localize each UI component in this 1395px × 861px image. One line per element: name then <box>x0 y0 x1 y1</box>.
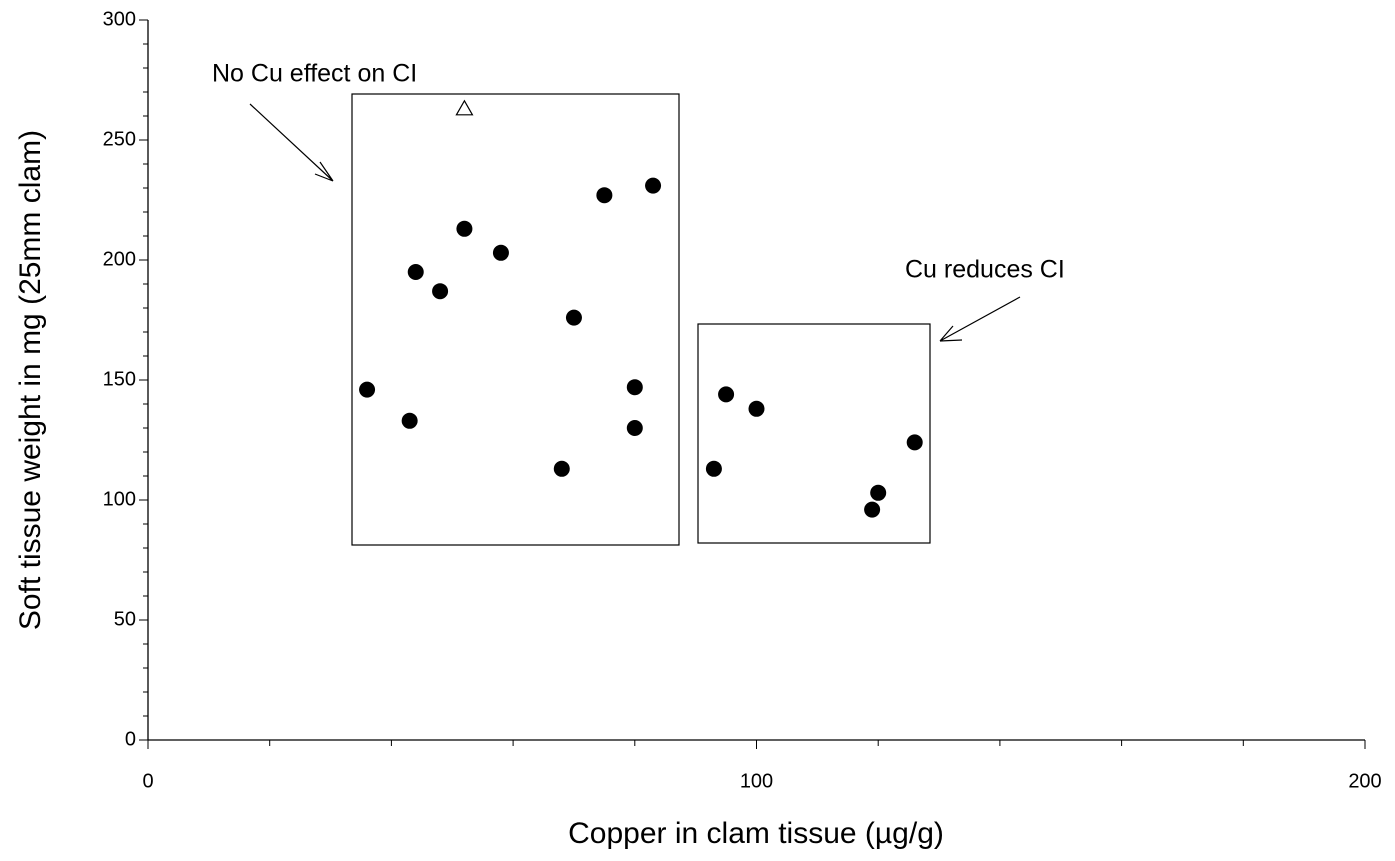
y-tick-label: 50 <box>114 608 136 630</box>
point <box>870 484 887 501</box>
x-tick-label: 0 <box>142 770 153 792</box>
y-axis-title: Soft tissue weight in mg (25mm clam) <box>14 130 47 630</box>
annotation: Cu reduces CI <box>905 256 1065 284</box>
x-tick-label: 100 <box>740 770 773 792</box>
point <box>359 381 376 398</box>
y-tick-label: 100 <box>103 488 136 510</box>
point <box>456 220 473 237</box>
point <box>492 244 509 261</box>
arrow <box>939 296 1021 342</box>
point <box>645 177 662 194</box>
group-box <box>697 323 931 544</box>
y-tick-label: 300 <box>103 8 136 30</box>
point <box>596 187 613 204</box>
annotation-shapes <box>249 93 1021 546</box>
point <box>864 501 881 518</box>
point <box>407 264 424 280</box>
point <box>626 420 643 436</box>
point <box>626 379 643 396</box>
y-tick-label: 200 <box>103 248 136 270</box>
point <box>432 283 449 300</box>
point <box>718 386 735 403</box>
y-tick-label: 150 <box>103 368 136 390</box>
point <box>906 434 923 451</box>
x-tick-label: 200 <box>1348 770 1381 792</box>
arrow <box>249 103 334 182</box>
point <box>705 460 722 477</box>
y-tick-label: 0 <box>125 728 136 750</box>
point <box>748 400 765 417</box>
annotation: No Cu effect on CI <box>212 60 417 88</box>
point <box>565 309 582 326</box>
point <box>553 460 570 477</box>
y-tick-label: 250 <box>103 128 136 150</box>
point <box>401 412 418 429</box>
group-box <box>351 93 680 546</box>
x-axis-title: Copper in clam tissue (µg/g) <box>568 817 944 850</box>
point <box>455 99 474 116</box>
